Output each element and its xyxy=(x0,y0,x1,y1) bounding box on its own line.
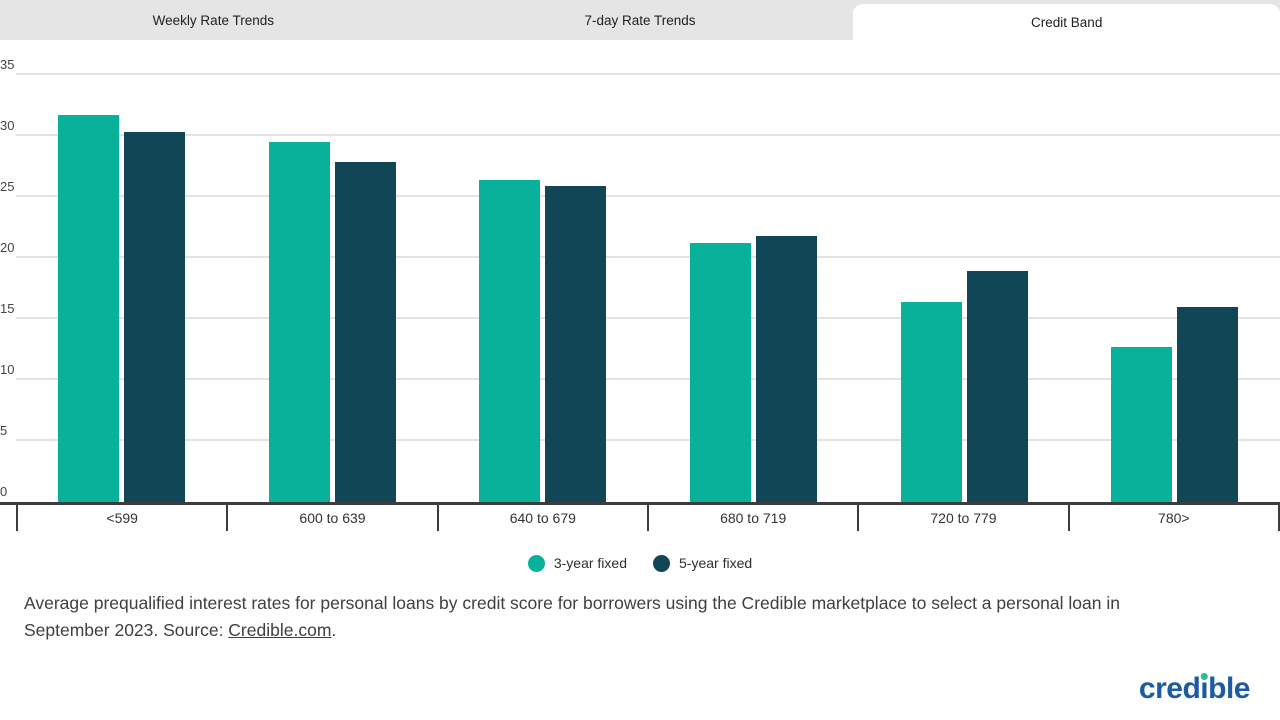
x-axis-category-label: 640 to 679 xyxy=(436,505,647,531)
logo-dotless-i: ı xyxy=(1200,672,1209,705)
bar-5-year-fixed[interactable] xyxy=(755,236,817,502)
bar-3-year-fixed[interactable] xyxy=(479,179,541,502)
bar-5-year-fixed[interactable] xyxy=(334,161,396,502)
logo-i: ı xyxy=(1200,672,1208,706)
bar-chart: 0 5 10 15 20 25 30 35 <599 600 to 639 640 to 679 6… xyxy=(0,40,1280,532)
source-link[interactable]: Credible.com xyxy=(228,620,332,640)
x-axis-category-label: 680 to 719 xyxy=(646,505,857,531)
bar-5-year-fixed[interactable] xyxy=(1177,306,1239,502)
bar-group-680-to-719 xyxy=(648,236,859,502)
logo-text: cred xyxy=(1138,672,1201,705)
legend-circle-icon xyxy=(653,554,670,572)
tab-weekly-rate-trends[interactable]: Weekly Rate Trends xyxy=(152,12,274,28)
gridline xyxy=(16,73,1280,75)
gridline xyxy=(16,195,1280,197)
gridline xyxy=(16,378,1280,380)
legend-item-3-year-fixed: 3-year fixed xyxy=(527,554,627,572)
y-axis-tick-label: 30 xyxy=(0,118,15,133)
gridline xyxy=(16,134,1280,136)
legend-label: 5-year fixed xyxy=(679,555,753,571)
logo-i-dot-icon xyxy=(1200,673,1208,680)
y-axis-tick-label: 35 xyxy=(0,57,15,72)
bar-5-year-fixed[interactable] xyxy=(966,271,1028,502)
y-axis-tick-label: 20 xyxy=(0,240,15,255)
bar-3-year-fixed[interactable] xyxy=(1111,347,1173,502)
x-axis-labels: <599 600 to 639 640 to 679 680 to 719 720 to… xyxy=(16,505,1280,531)
caption-text-end: . xyxy=(331,620,337,640)
gridline xyxy=(16,317,1280,319)
y-axis-tick-label: 0 xyxy=(0,484,8,499)
bar-5-year-fixed[interactable] xyxy=(123,132,185,502)
gridline xyxy=(16,256,1280,258)
bar-group-780- xyxy=(1069,306,1280,502)
bar-3-year-fixed[interactable] xyxy=(268,142,330,502)
x-axis-category-label: <599 xyxy=(16,505,226,531)
y-axis-tick-label: 5 xyxy=(0,423,8,438)
y-axis-tick-label: 25 xyxy=(0,179,15,194)
chart-caption: Average prequalified interest rates for … xyxy=(24,590,1184,644)
bar-group-640-to-679 xyxy=(437,179,648,502)
tab-bar: Weekly Rate Trends 7-day Rate Trends Cre… xyxy=(0,0,1280,40)
legend-item-5-year-fixed: 5-year fixed xyxy=(653,554,753,572)
y-axis-tick-label: 10 xyxy=(0,362,15,377)
bar-group-600-to-639 xyxy=(227,142,438,502)
tab-credit-band[interactable]: Credit Band xyxy=(853,4,1280,40)
bar-group-720-to-779 xyxy=(859,271,1070,502)
bar-5-year-fixed[interactable] xyxy=(545,186,607,502)
gridline xyxy=(16,439,1280,441)
bar-3-year-fixed[interactable] xyxy=(900,301,962,502)
bar-3-year-fixed[interactable] xyxy=(57,115,119,502)
bar-3-year-fixed[interactable] xyxy=(689,243,751,502)
caption-text: Average prequalified interest rates for … xyxy=(24,593,1120,640)
y-axis-tick-label: 15 xyxy=(0,301,15,316)
bar-group--599 xyxy=(16,115,227,502)
x-axis-category-label: 780> xyxy=(1067,505,1280,531)
bar-groups xyxy=(16,45,1280,502)
plot-area: 0 5 10 15 20 25 30 35 xyxy=(0,45,1280,502)
legend-circle-icon xyxy=(527,554,545,572)
tab-7-day-rate-trends[interactable]: 7-day Rate Trends xyxy=(584,12,696,28)
credible-logo: credı ble xyxy=(1138,672,1251,706)
x-axis-category-label: 720 to 779 xyxy=(857,505,1067,531)
logo-text: ble xyxy=(1208,672,1250,705)
legend-label: 3-year fixed xyxy=(553,555,627,571)
chart-legend: 3-year fixed 5-year fixed xyxy=(0,548,1280,578)
x-axis-category-label: 600 to 639 xyxy=(226,505,436,531)
x-axis-line xyxy=(0,502,1280,505)
